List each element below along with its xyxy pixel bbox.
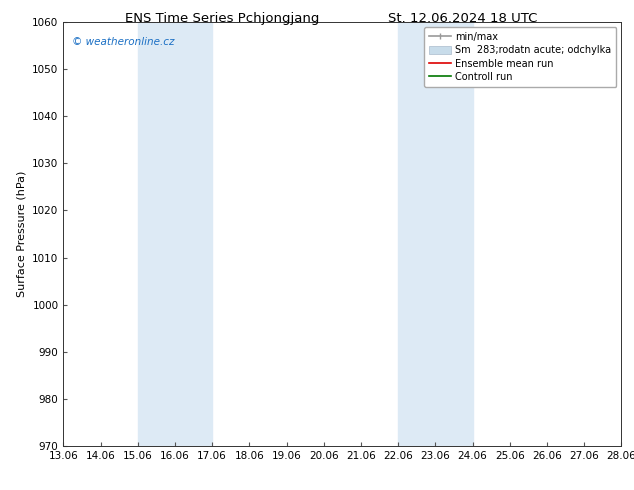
Y-axis label: Surface Pressure (hPa): Surface Pressure (hPa) — [16, 171, 27, 297]
Bar — [138, 22, 212, 446]
Legend: min/max, Sm  283;rodatn acute; odchylka, Ensemble mean run, Controll run: min/max, Sm 283;rodatn acute; odchylka, … — [424, 27, 616, 87]
Text: St. 12.06.2024 18 UTC: St. 12.06.2024 18 UTC — [388, 12, 538, 25]
Bar — [398, 22, 472, 446]
Text: ENS Time Series Pchjongjang: ENS Time Series Pchjongjang — [125, 12, 319, 25]
Text: © weatheronline.cz: © weatheronline.cz — [72, 37, 174, 47]
